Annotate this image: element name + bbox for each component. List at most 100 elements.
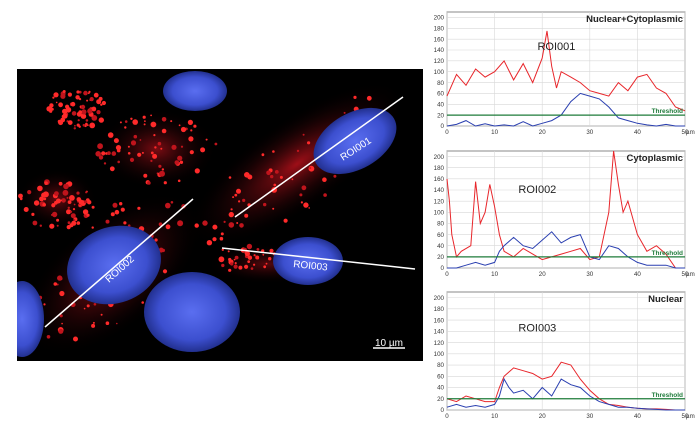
punctum (309, 167, 312, 169)
punctum (92, 321, 95, 324)
x-tick-label: 0 (445, 129, 449, 136)
punctum (77, 119, 80, 122)
punctum (62, 113, 68, 119)
punctum (91, 115, 98, 121)
punctum (236, 222, 239, 224)
punctum (228, 211, 234, 218)
x-tick-label: 30 (586, 271, 593, 278)
punctum (54, 191, 59, 196)
punctum (70, 210, 73, 213)
x-tick-label: 0 (445, 413, 449, 420)
punctum (56, 218, 60, 222)
punctum (73, 219, 76, 221)
punctum (137, 206, 141, 210)
punctum (53, 92, 59, 98)
punctum (269, 248, 274, 253)
punctum (76, 191, 80, 195)
punctum (141, 301, 144, 304)
punctum (244, 213, 249, 218)
y-tick-label: 180 (434, 165, 445, 172)
punctum (227, 250, 230, 253)
punctum (147, 181, 151, 185)
chart-title: Cytoplasmic (627, 153, 684, 164)
punctum (60, 93, 66, 99)
punctum (107, 151, 111, 155)
punctum (307, 141, 311, 145)
punctum (130, 117, 133, 120)
punctum (265, 262, 268, 265)
punctum (266, 170, 271, 176)
punctum (81, 109, 87, 115)
punctum (61, 198, 66, 203)
y-tick-label: 0 (441, 123, 445, 130)
punctum (74, 124, 76, 127)
x-tick-label: 0 (445, 271, 449, 278)
punctum (67, 200, 72, 205)
x-tick-label: 20 (539, 413, 546, 420)
punctum (67, 120, 73, 125)
y-tick-label: 120 (434, 198, 445, 205)
punctum (228, 222, 235, 228)
y-tick-label: 20 (437, 254, 444, 261)
punctum (262, 253, 265, 256)
punctum (57, 275, 63, 281)
red-channel-line (446, 150, 685, 269)
punctum (322, 177, 327, 182)
punctum (219, 236, 224, 241)
x-tick-label: 50 (682, 413, 689, 420)
punctum (154, 238, 158, 242)
punctum (177, 179, 181, 183)
punctum (157, 141, 162, 146)
punctum (234, 193, 238, 197)
punctum (31, 212, 35, 216)
punctum (49, 223, 55, 229)
punctum (73, 203, 76, 206)
punctum (238, 200, 241, 203)
punctum (56, 283, 59, 286)
nucleus-roi002 (67, 225, 161, 305)
punctum (132, 119, 138, 125)
punctum (228, 257, 232, 262)
y-tick-label: 180 (434, 25, 445, 32)
punctum (268, 257, 272, 261)
punctum (223, 220, 226, 223)
y-tick-label: 40 (437, 385, 444, 392)
punctum (93, 303, 97, 306)
punctum (83, 307, 86, 310)
punctum (272, 207, 275, 210)
punctum (52, 203, 55, 206)
y-tick-label: 20 (437, 396, 444, 403)
punctum (194, 168, 200, 174)
blue-channel-line (446, 377, 685, 411)
punctum (212, 237, 217, 242)
punctum (58, 181, 63, 186)
punctum (270, 174, 274, 179)
punctum (228, 268, 232, 272)
punctum (82, 209, 89, 215)
punctum (43, 303, 46, 306)
punctum (73, 336, 78, 342)
punctum (303, 202, 309, 208)
punctum (261, 153, 265, 157)
y-tick-label: 60 (437, 232, 444, 239)
punctum (177, 220, 184, 227)
blue-channel-line (446, 92, 685, 127)
punctum (206, 240, 213, 246)
punctum (190, 129, 193, 132)
punctum (246, 243, 253, 250)
punctum (202, 220, 208, 226)
punctum (161, 128, 167, 134)
punctum (212, 224, 218, 230)
punctum (39, 196, 44, 202)
roi-annotation: ROI001 (537, 41, 575, 53)
punctum (119, 121, 122, 124)
punctum (247, 174, 253, 180)
nucleus-bottom (144, 272, 240, 352)
punctum (46, 106, 52, 112)
punctum (160, 147, 163, 150)
punctum (59, 290, 65, 297)
punctum (100, 103, 103, 106)
punctum (71, 111, 77, 116)
punctum (137, 152, 142, 157)
punctum (308, 165, 315, 172)
